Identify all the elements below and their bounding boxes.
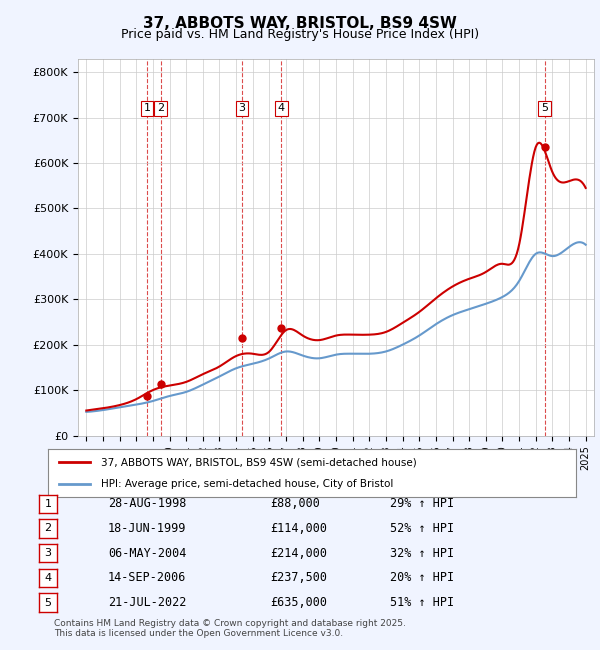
Text: 3: 3	[44, 548, 52, 558]
Text: 18-JUN-1999: 18-JUN-1999	[108, 522, 187, 535]
Text: £237,500: £237,500	[270, 571, 327, 584]
Text: 2: 2	[157, 103, 164, 114]
Text: £88,000: £88,000	[270, 497, 320, 510]
Text: 1: 1	[143, 103, 151, 114]
Text: Price paid vs. HM Land Registry's House Price Index (HPI): Price paid vs. HM Land Registry's House …	[121, 28, 479, 41]
Text: 37, ABBOTS WAY, BRISTOL, BS9 4SW: 37, ABBOTS WAY, BRISTOL, BS9 4SW	[143, 16, 457, 31]
Text: 2: 2	[44, 523, 52, 534]
Text: £214,000: £214,000	[270, 547, 327, 560]
Text: 21-JUL-2022: 21-JUL-2022	[108, 596, 187, 609]
Text: 29% ↑ HPI: 29% ↑ HPI	[390, 497, 454, 510]
Text: 4: 4	[278, 103, 285, 114]
Text: 51% ↑ HPI: 51% ↑ HPI	[390, 596, 454, 609]
Text: Contains HM Land Registry data © Crown copyright and database right 2025.
This d: Contains HM Land Registry data © Crown c…	[54, 619, 406, 638]
Text: 20% ↑ HPI: 20% ↑ HPI	[390, 571, 454, 584]
Text: 14-SEP-2006: 14-SEP-2006	[108, 571, 187, 584]
Text: £114,000: £114,000	[270, 522, 327, 535]
Text: 4: 4	[44, 573, 52, 583]
Text: 3: 3	[238, 103, 245, 114]
Text: 5: 5	[44, 597, 52, 608]
Text: HPI: Average price, semi-detached house, City of Bristol: HPI: Average price, semi-detached house,…	[101, 478, 393, 489]
Text: £635,000: £635,000	[270, 596, 327, 609]
Text: 52% ↑ HPI: 52% ↑ HPI	[390, 522, 454, 535]
Text: 28-AUG-1998: 28-AUG-1998	[108, 497, 187, 510]
Text: 5: 5	[541, 103, 548, 114]
Text: 1: 1	[44, 499, 52, 509]
Text: 37, ABBOTS WAY, BRISTOL, BS9 4SW (semi-detached house): 37, ABBOTS WAY, BRISTOL, BS9 4SW (semi-d…	[101, 457, 416, 467]
Text: 06-MAY-2004: 06-MAY-2004	[108, 547, 187, 560]
Text: 32% ↑ HPI: 32% ↑ HPI	[390, 547, 454, 560]
